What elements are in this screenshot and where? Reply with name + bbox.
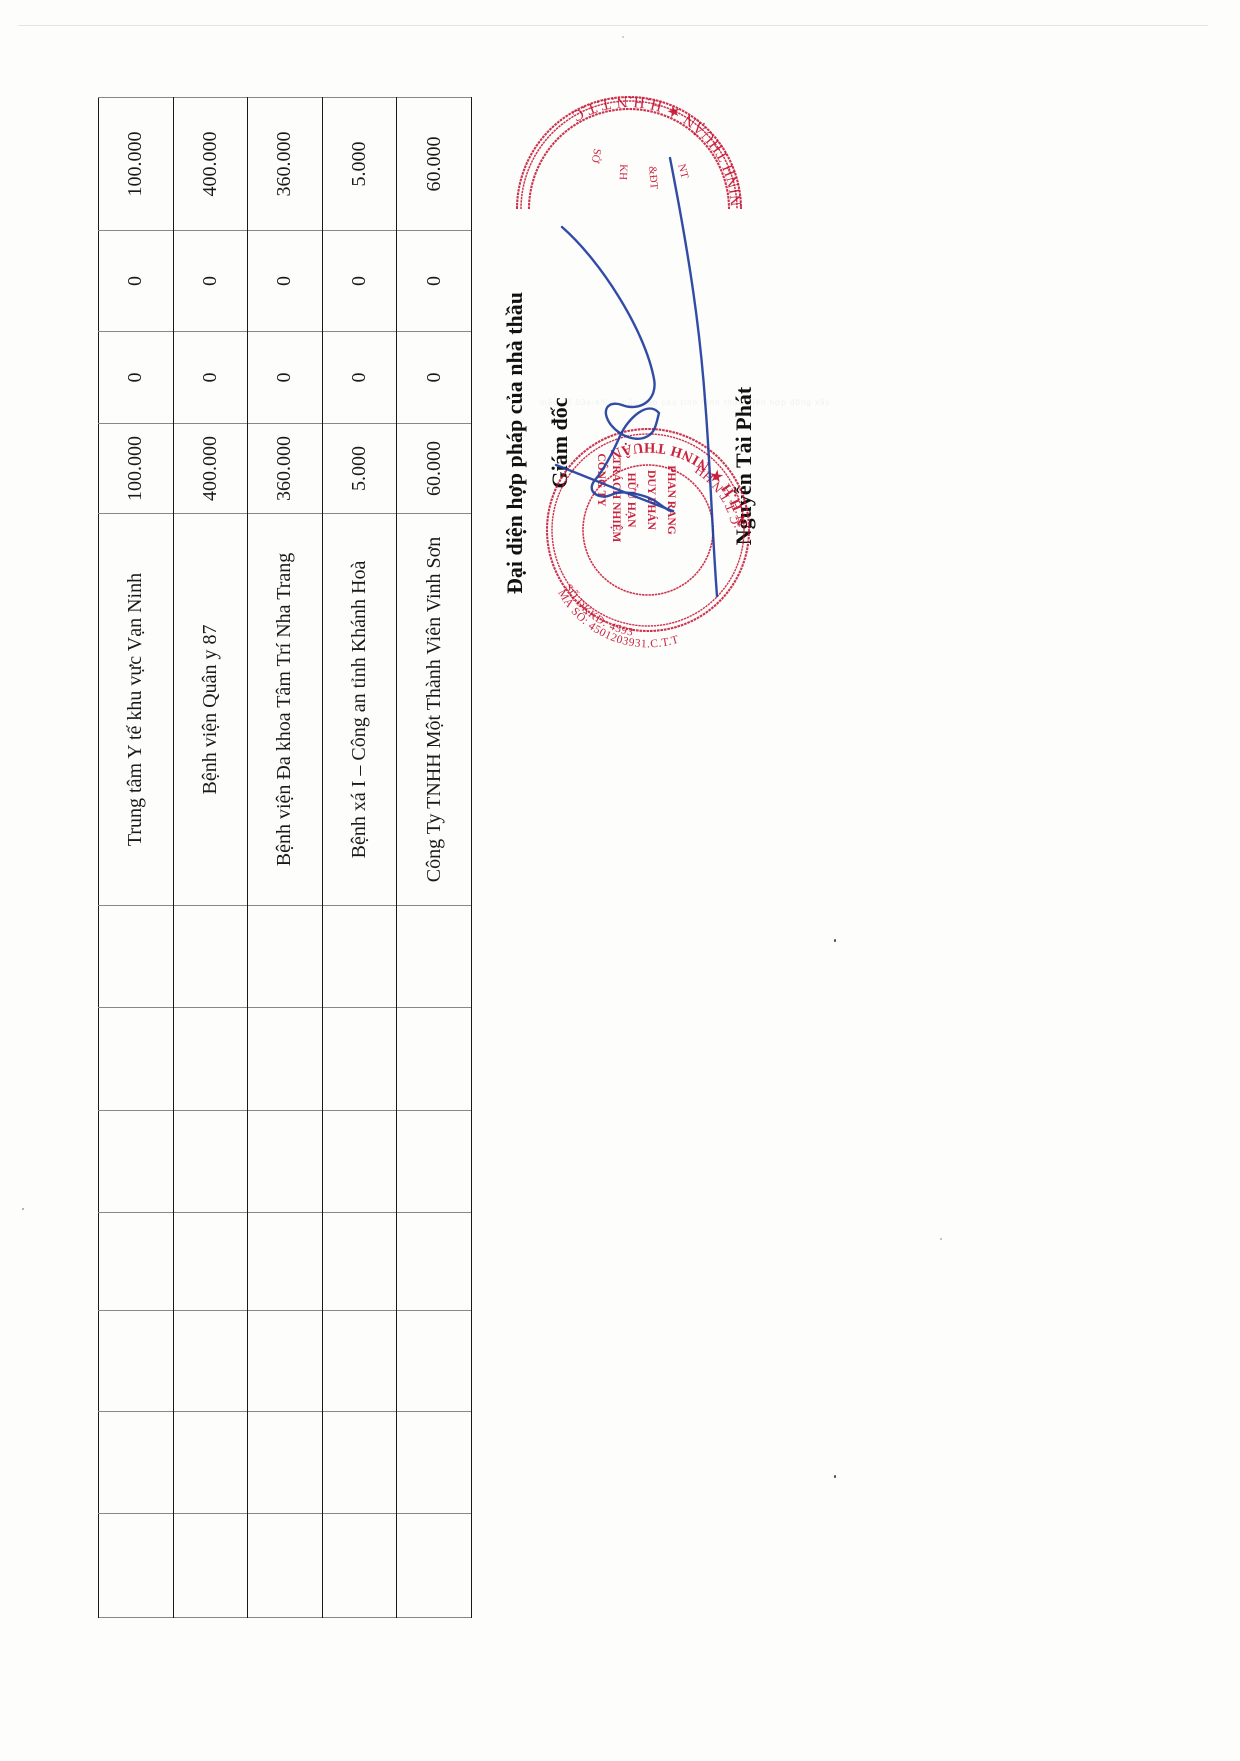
svg-text:NT: NT bbox=[675, 163, 690, 181]
svg-text:KH: KH bbox=[617, 164, 630, 180]
svg-text:TRÁCH NHIỆM: TRÁCH NHIỆM bbox=[610, 458, 624, 543]
svg-text:SỞ: SỞ bbox=[589, 148, 603, 165]
svg-text:PHAN RANG: PHAN RANG bbox=[665, 465, 677, 534]
svg-text:HỮU HẠN: HỮU HẠN bbox=[625, 473, 639, 529]
svg-text:&ĐT: &ĐT bbox=[646, 166, 660, 190]
